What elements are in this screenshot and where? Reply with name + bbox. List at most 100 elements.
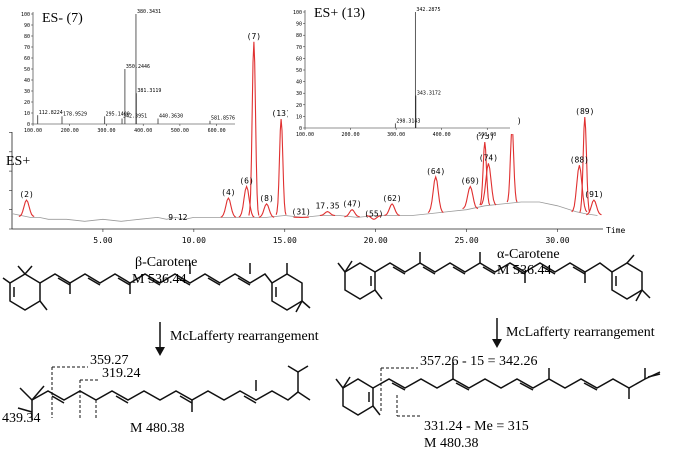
beta-product-mass: M 480.38	[130, 421, 184, 436]
inset-y-tick-label: 10	[296, 114, 302, 120]
beta-fragment-3: 439.34	[2, 411, 41, 426]
inset-es-minus-y-ticks: 0 10 20 30 40 50 60 70 80 90 100	[21, 12, 33, 128]
chromatogram-peak	[238, 184, 255, 218]
main-chromatogram: 5.00 10.00 15.00 20.00 25.00 30.00 (2) (4)(6)(…	[6, 32, 625, 245]
inset-y-tick-label: 80	[296, 33, 302, 39]
alpha-chain-double-bond-2	[422, 266, 436, 275]
inset-y-tick-label: 60	[24, 56, 30, 62]
spectrum-peak-label: 342.3951	[123, 114, 147, 120]
beta-carotene-scheme	[2, 263, 311, 420]
alpha-chain-double-bond-7	[572, 266, 586, 275]
beta-left-gem-methyl-1	[17, 265, 26, 275]
alpha-name: α-Carotene	[497, 247, 560, 262]
alpha-chain-double-bond-5	[512, 266, 526, 275]
main-x-ticks: 5.00 10.00 15.00 20.00 25.00 30.00	[93, 229, 570, 245]
beta-chain-double-bond-3	[117, 277, 131, 286]
spectrum-peak-label: 381.3119	[137, 88, 161, 94]
inset-x-tick-label: 500.00	[478, 132, 496, 138]
beta-left-ring-methyl-2	[2, 277, 11, 284]
alpha-left-gem-methyl-2	[344, 260, 353, 273]
peak-label: (69)	[461, 177, 480, 186]
beta-right-gem-methyl-1	[301, 300, 311, 309]
alpha-product-gem-methyl-2	[342, 376, 351, 389]
beta-product-end-methyl-1	[19, 387, 33, 401]
spectrum-peak-label: 350.2446	[126, 64, 150, 70]
inset-y-tick-label: 0	[299, 126, 302, 132]
inset-y-tick-label: 0	[27, 122, 30, 128]
main-x-tick-label: 25.00	[455, 236, 479, 245]
peak-label: (62)	[382, 194, 401, 203]
alpha-text-labels: α-Carotene M 536.44 McLafferty rearrange…	[420, 247, 655, 451]
peak-label: (4)	[221, 188, 235, 197]
beta-product-end-methyl-3	[17, 407, 33, 413]
alpha-product-double-bond-2	[455, 382, 470, 391]
inset-es-minus-spectrum: 0 10 20 30 40 50 60 70 80 90 100 100.00 200.00 300.0…	[8, 2, 240, 134]
alpha-product-chain	[372, 371, 661, 389]
chromatogram-peak	[248, 41, 260, 216]
peak-label: (64)	[426, 167, 445, 176]
inset-es-plus-background	[288, 2, 518, 134]
beta-left-gem-methyl-2	[24, 265, 33, 275]
spectrum-peak-label: 298.3143	[396, 118, 420, 124]
inset-y-tick-label: 60	[296, 56, 302, 62]
peak-label: (55)	[364, 209, 383, 218]
main-mode-label: ES+	[6, 154, 30, 169]
inset-y-tick-label: 20	[296, 103, 302, 109]
alpha-arrow-head	[492, 339, 502, 348]
inset-y-tick-label: 50	[24, 67, 30, 73]
chromatogram-peak	[506, 126, 518, 203]
inset-es-minus-x-ticks: 100.00 200.00 300.00 400.00 500.00 600.00	[24, 124, 226, 134]
peak-label: (7)	[247, 32, 261, 41]
inset-es-plus-spectrum: 0 10 20 30 40 50 60 70 80 90 100 100.00 200.00 300.0…	[288, 2, 518, 138]
peak-label: (47)	[342, 200, 361, 209]
chromatogram-peak	[579, 117, 591, 213]
spectrum-peak-label: 178.9529	[63, 111, 87, 117]
main-x-tick-label: 30.00	[545, 236, 569, 245]
beta-chain-double-bond-2	[87, 277, 101, 286]
beta-product-right-branch-2	[287, 365, 299, 373]
chromatogram-peak	[220, 196, 237, 218]
peak-label: (91)	[584, 190, 603, 199]
chromatogram-peaks	[18, 41, 602, 220]
peak-label: (13)	[271, 109, 290, 118]
spectrum-peak-label: 380.3431	[137, 9, 161, 15]
main-x-tick-label: 10.00	[182, 236, 206, 245]
alpha-cleavage-guides	[380, 367, 420, 417]
alpha-chain-double-bond-3	[452, 266, 466, 275]
main-x-axis-label: Time	[606, 226, 625, 235]
spectrum-peak-label: 112.8224	[39, 110, 63, 116]
main-x-tick-label: 20.00	[364, 236, 388, 245]
beta-name: β-Carotene	[135, 255, 197, 270]
chromatogram-peak	[427, 175, 444, 213]
beta-chain-double-bond-7	[237, 277, 251, 286]
beta-text-labels: β-Carotene M 536.44 McLafferty rearrange…	[2, 255, 319, 436]
inset-y-tick-label: 40	[24, 78, 30, 84]
alpha-fragment-2: 331.24 - Me = 315	[424, 419, 529, 434]
alpha-chain-double-bond-4	[482, 266, 496, 275]
beta-product-double-bond-2	[115, 395, 129, 404]
beta-product-double-bond-4	[243, 395, 257, 404]
beta-chain-double-bond-6	[207, 277, 221, 286]
inset-y-tick-label: 90	[24, 23, 30, 29]
chromatogram-peak	[344, 209, 360, 218]
inset-es-plus-y-ticks: 0 10 20 30 40 50 60 70 80 90 100	[293, 10, 305, 132]
main-x-tick-label: 5.00	[93, 236, 112, 245]
inset-y-tick-label: 20	[24, 100, 30, 106]
peak-label: (73)	[475, 132, 494, 141]
inset-y-tick-label: 100	[293, 10, 302, 16]
chromatogram-peak	[384, 203, 400, 216]
peak-label: (74)	[479, 153, 498, 162]
chromatogram-peak	[275, 118, 287, 215]
beta-product-end-methyl-2	[31, 385, 45, 401]
inset-es-plus-x-ticks: 100.00 200.00 300.00 400.00 500.00	[296, 128, 496, 138]
beta-arrow-head	[155, 347, 165, 356]
chromatogram-peak	[480, 163, 497, 206]
alpha-product-double-bond-1	[391, 382, 406, 391]
spectrum-peak-label: 295.1400	[106, 111, 130, 117]
beta-product-right-branch-1	[297, 365, 309, 373]
alpha-right-ring-methyl	[626, 254, 635, 264]
beta-left-ring-methyl	[39, 300, 48, 311]
chromatogram-baseline-line	[11, 201, 598, 222]
alpha-product-ring-methyl	[372, 405, 381, 416]
